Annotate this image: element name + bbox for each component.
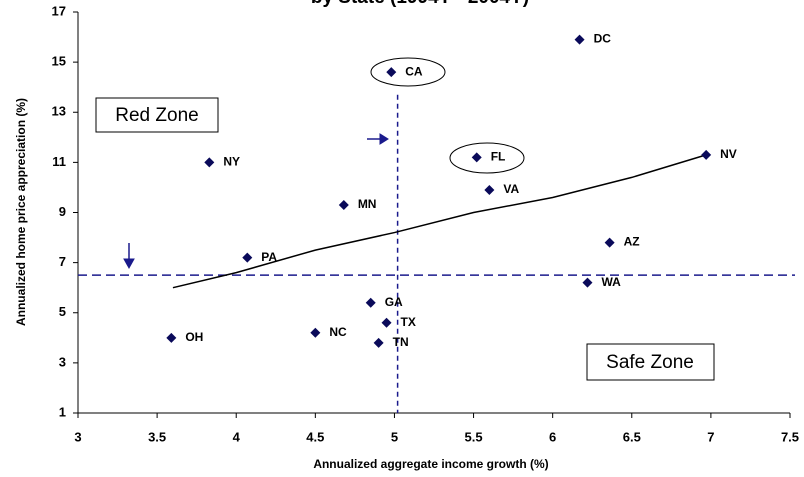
annotation-box xyxy=(586,343,715,381)
annotation: Red Zone xyxy=(115,105,198,126)
point-label: WA xyxy=(601,275,621,289)
x-tick-label: 5 xyxy=(391,429,398,444)
point-label: NY xyxy=(223,155,240,169)
point-label: NV xyxy=(720,147,737,161)
y-tick-label: 7 xyxy=(59,254,66,269)
y-tick-label: 9 xyxy=(59,204,66,219)
point xyxy=(338,199,349,210)
point xyxy=(373,337,384,348)
y-tick-label: 1 xyxy=(59,404,66,419)
x-tick-label: 3 xyxy=(74,429,81,444)
y-tick-label: 13 xyxy=(52,104,66,119)
point xyxy=(701,149,712,160)
point xyxy=(484,184,495,195)
x-tick-label: 6.5 xyxy=(623,429,641,444)
annotation: Safe Zone xyxy=(606,352,694,373)
point xyxy=(604,237,615,248)
point-label: MN xyxy=(358,197,377,211)
point xyxy=(242,252,253,263)
x-tick-label: 5.5 xyxy=(465,429,483,444)
x-tick-label: 6 xyxy=(549,429,556,444)
point xyxy=(310,327,321,338)
point-label: TX xyxy=(401,315,416,329)
point-label: OH xyxy=(185,330,203,344)
arrow xyxy=(123,243,135,270)
x-tick-label: 4.5 xyxy=(306,429,324,444)
x-tick-label: 7 xyxy=(707,429,714,444)
x-tick-label: 7.5 xyxy=(781,429,799,444)
point xyxy=(166,332,177,343)
point xyxy=(204,157,215,168)
point xyxy=(381,317,392,328)
y-tick-label: 5 xyxy=(59,304,66,319)
point xyxy=(365,297,376,308)
point-label: NC xyxy=(329,325,347,339)
y-axis-label: Annualized home price appreciation (%) xyxy=(14,98,28,326)
highlight-ellipse xyxy=(370,57,446,87)
x-axis-label: Annualized aggregate income growth (%) xyxy=(313,457,548,471)
point-label: FL xyxy=(491,150,506,164)
chart-title: by State (1994Y - 2004Y) xyxy=(311,0,529,8)
y-tick-label: 15 xyxy=(52,54,66,69)
arrow xyxy=(367,133,389,145)
point-label: AZ xyxy=(624,235,640,249)
point xyxy=(582,277,593,288)
point xyxy=(471,152,482,163)
point-label: PA xyxy=(261,250,277,264)
point-label: DC xyxy=(594,32,612,46)
point-label: CA xyxy=(405,64,423,78)
point-label: VA xyxy=(503,182,519,196)
annotation-box xyxy=(95,97,219,133)
y-tick-label: 11 xyxy=(52,154,66,169)
point-label: GA xyxy=(385,295,403,309)
highlight-ellipse xyxy=(449,142,525,174)
y-tick-label: 17 xyxy=(52,3,66,18)
x-tick-label: 4 xyxy=(233,429,241,444)
point xyxy=(574,34,585,45)
trend-line xyxy=(172,154,707,289)
x-tick-label: 3.5 xyxy=(148,429,166,444)
y-tick-label: 3 xyxy=(59,354,66,369)
point xyxy=(386,67,397,78)
point-label: TN xyxy=(393,335,409,349)
